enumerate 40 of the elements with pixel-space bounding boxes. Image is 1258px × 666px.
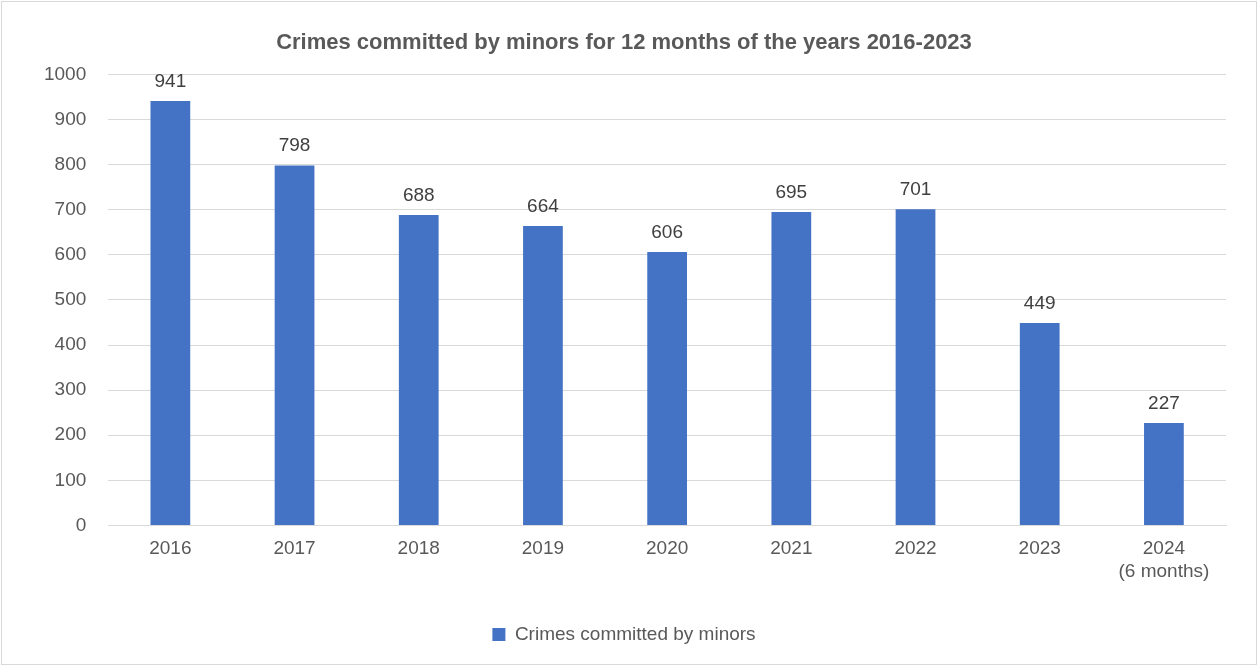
x-tick-label: 2019 bbox=[521, 537, 565, 559]
x-tick-label: 2023 bbox=[1018, 537, 1061, 559]
data-label: 701 bbox=[899, 177, 932, 199]
bar bbox=[398, 215, 439, 525]
y-tick-label: 200 bbox=[54, 423, 87, 445]
data-label: 449 bbox=[1023, 291, 1056, 313]
bar bbox=[150, 101, 191, 525]
data-label: 695 bbox=[775, 180, 808, 202]
y-tick-label: 800 bbox=[54, 152, 87, 174]
y-tick-label: 500 bbox=[54, 288, 87, 310]
x-tick-label: 2018 bbox=[397, 537, 440, 559]
data-label: 688 bbox=[402, 183, 435, 205]
data-label: 941 bbox=[154, 69, 187, 91]
y-tick-label: 1000 bbox=[43, 62, 87, 84]
y-tick-label: 300 bbox=[54, 378, 87, 400]
data-label: 227 bbox=[1148, 391, 1180, 413]
y-tick-label: 100 bbox=[54, 468, 87, 490]
bar bbox=[771, 211, 812, 525]
bar bbox=[1144, 423, 1184, 525]
legend-label: Crimes committed by minors bbox=[514, 622, 756, 644]
x-tick-label: 2020 bbox=[645, 537, 689, 559]
x-tick-label: 2024 (6 months) bbox=[1118, 537, 1210, 581]
x-tick-label: 2016 bbox=[149, 537, 192, 559]
y-tick-label: 900 bbox=[54, 107, 87, 129]
y-tick-label: 700 bbox=[54, 197, 87, 219]
y-tick-label: 0 bbox=[75, 513, 87, 535]
y-tick-label: 600 bbox=[54, 243, 87, 265]
bar bbox=[523, 225, 563, 525]
x-tick-label: 2022 bbox=[894, 537, 937, 559]
x-tick-label: 2017 bbox=[273, 537, 316, 559]
bar bbox=[274, 165, 315, 525]
bar bbox=[1019, 322, 1060, 525]
data-label: 664 bbox=[527, 194, 560, 216]
data-label: 606 bbox=[651, 220, 683, 242]
chart-title: Crimes committed by minors for 12 months of the years 2016-2023 bbox=[276, 29, 972, 55]
data-label: 798 bbox=[278, 134, 311, 156]
bar bbox=[647, 252, 688, 525]
bar bbox=[895, 209, 936, 525]
x-tick-label: 2021 bbox=[770, 537, 813, 559]
y-tick-label: 400 bbox=[54, 333, 87, 355]
